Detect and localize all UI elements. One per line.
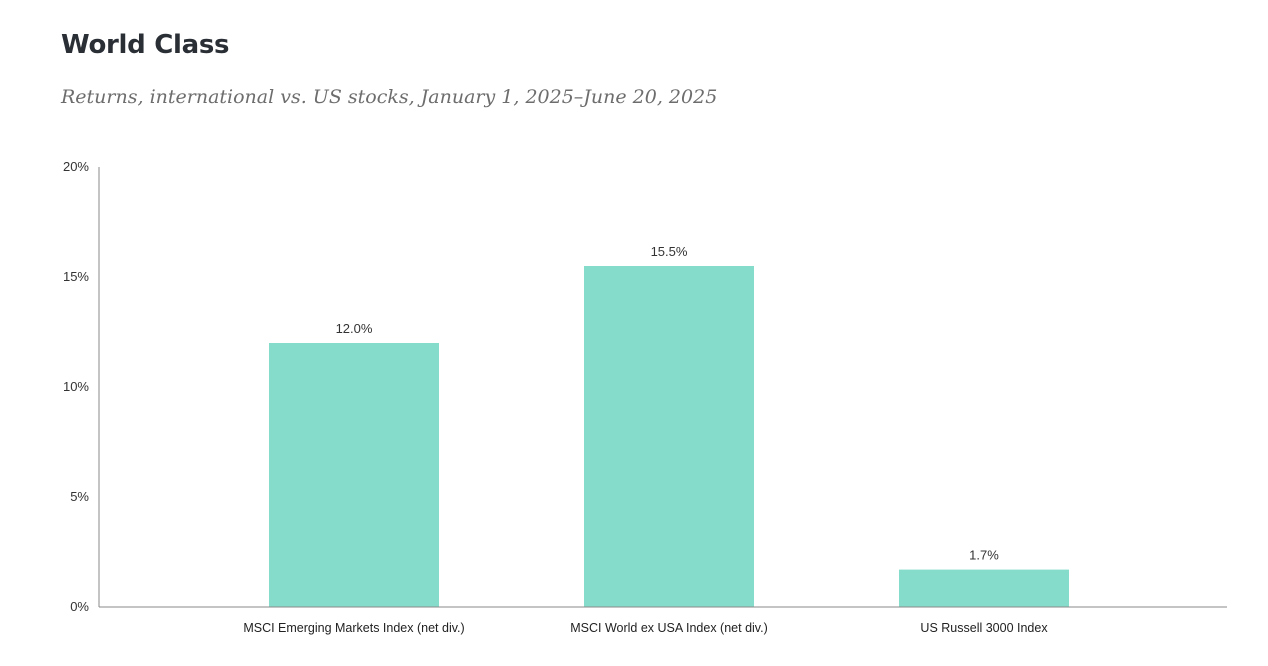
- data-label: 15.5%: [651, 244, 688, 259]
- category-label: MSCI World ex USA Index (net div.): [570, 621, 768, 635]
- y-tick-label: 5%: [70, 489, 89, 504]
- bar: [899, 569, 1069, 607]
- chart-subtitle: Returns, international vs. US stocks, Ja…: [61, 86, 718, 108]
- bar: [269, 343, 439, 607]
- data-label: 12.0%: [336, 321, 373, 336]
- y-tick-label: 10%: [63, 379, 89, 394]
- category-label: MSCI Emerging Markets Index (net div.): [243, 621, 464, 635]
- category-label: US Russell 3000 Index: [920, 621, 1048, 635]
- x-axis-labels: MSCI Emerging Markets Index (net div.) MS…: [243, 621, 1048, 635]
- y-axis-ticks: 0% 5% 10% 15% 20%: [63, 159, 89, 614]
- bars: [269, 266, 1069, 607]
- chart-title: World Class: [61, 30, 230, 60]
- y-tick-label: 20%: [63, 159, 89, 174]
- y-tick-label: 0%: [70, 599, 89, 614]
- data-labels: 12.0% 15.5% 1.7%: [336, 244, 1000, 563]
- bar: [584, 266, 754, 607]
- y-tick-label: 15%: [63, 269, 89, 284]
- data-label: 1.7%: [969, 548, 999, 563]
